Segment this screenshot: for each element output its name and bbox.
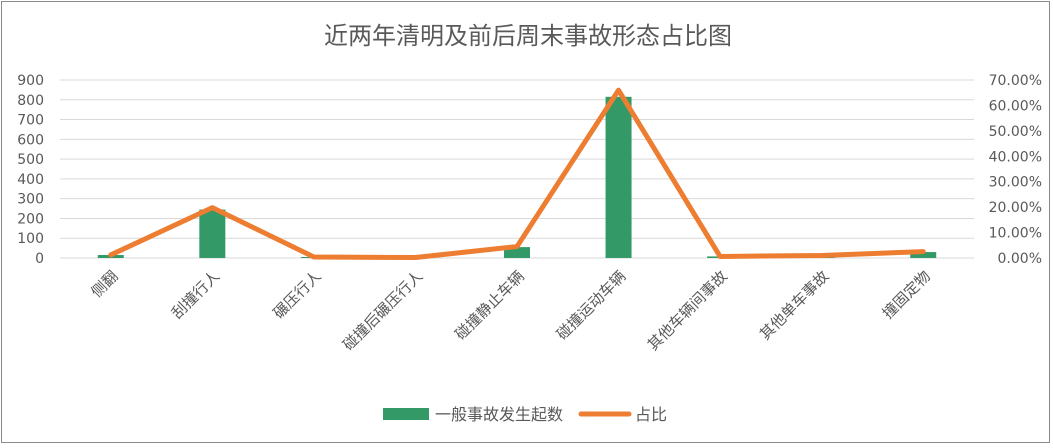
- gridlines: [60, 80, 974, 258]
- left-tick-label: 600: [17, 132, 44, 148]
- left-tick-label: 400: [17, 172, 44, 188]
- category-label: 刮撞行人: [168, 267, 223, 322]
- right-tick-label: 0.00%: [998, 251, 1042, 267]
- legend-label-line: 占比: [635, 405, 667, 424]
- left-tick-label: 200: [17, 211, 44, 227]
- right-tick-label: 60.00%: [989, 98, 1042, 114]
- legend-label-bar: 一般事故发生起数: [435, 405, 563, 424]
- category-label: 撞固定物: [879, 267, 934, 322]
- right-tick-label: 70.00%: [989, 73, 1042, 89]
- bar-series: [98, 97, 936, 258]
- left-tick-label: 0: [35, 251, 44, 267]
- category-label: 其他车辆间事故: [644, 267, 731, 354]
- category-label: 碰撞后碾压行人: [339, 267, 426, 354]
- line-series: [111, 90, 923, 257]
- right-axis-ticks: 0.00% 10.00% 20.00% 30.00% 40.00% 50.00% 60.00…: [989, 73, 1042, 267]
- right-tick-label: 50.00%: [989, 124, 1042, 140]
- bar: [606, 97, 632, 258]
- legend: 一般事故发生起数 占比: [383, 405, 667, 424]
- category-labels: 侧翻 刮撞行人碾压行人碰撞后碾压行人碰撞静止车辆碰撞运动车辆其他车辆间事故其他单车…: [88, 267, 934, 354]
- category-label: 碰撞运动车辆: [553, 267, 629, 343]
- legend-swatch-bar: [383, 408, 429, 420]
- chart-title: 近两年清明及前后周末事故形态占比图: [324, 22, 732, 50]
- left-tick-label: 700: [17, 113, 44, 129]
- category-label: 碰撞静止车辆: [451, 267, 527, 343]
- left-axis-ticks: 0 100 200 300 400 500 600 700 800 900: [17, 73, 44, 267]
- line-path: [111, 90, 923, 257]
- bar: [199, 210, 225, 258]
- category-label: 碾压行人: [270, 267, 325, 322]
- category-label: 侧翻: [88, 267, 122, 301]
- left-tick-label: 800: [17, 93, 44, 109]
- right-tick-label: 40.00%: [989, 149, 1042, 165]
- right-tick-label: 20.00%: [989, 200, 1042, 216]
- left-tick-label: 100: [17, 231, 44, 247]
- left-tick-label: 300: [17, 192, 44, 208]
- right-tick-label: 10.00%: [989, 226, 1042, 242]
- category-label: 其他单车事故: [756, 267, 832, 343]
- right-tick-label: 30.00%: [989, 175, 1042, 191]
- left-tick-label: 900: [17, 73, 44, 89]
- left-tick-label: 500: [17, 152, 44, 168]
